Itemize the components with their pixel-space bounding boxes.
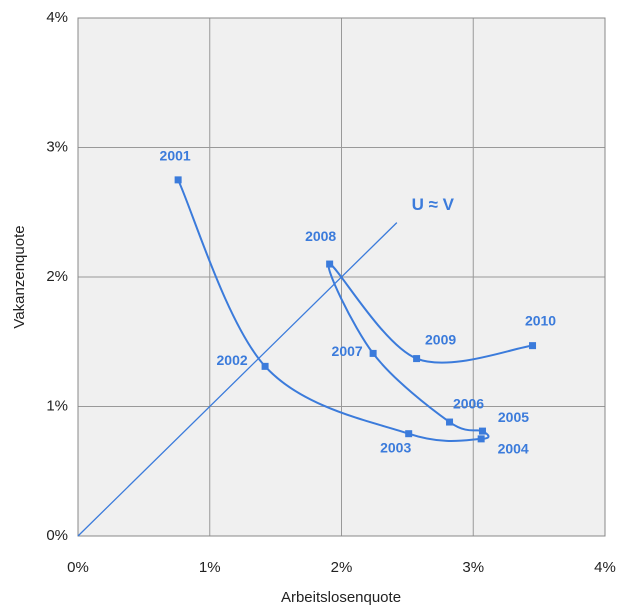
point-marker bbox=[405, 430, 413, 438]
point-label: 2005 bbox=[498, 409, 529, 425]
point-marker bbox=[477, 435, 485, 443]
point-label: 2004 bbox=[498, 441, 529, 457]
point-label: 2006 bbox=[453, 396, 484, 412]
point-label: 2002 bbox=[217, 352, 248, 368]
y-tick-label: 1% bbox=[46, 397, 68, 414]
point-label: 2001 bbox=[160, 148, 191, 164]
reference-label: U ≈ V bbox=[412, 195, 455, 214]
reference-line bbox=[77, 222, 398, 537]
point-label: 2007 bbox=[332, 343, 363, 359]
point-marker bbox=[326, 260, 334, 268]
x-tick-label: 3% bbox=[462, 559, 484, 576]
point-label: 2010 bbox=[525, 312, 556, 328]
y-axis-title: Vakanzenquote bbox=[11, 225, 28, 328]
point-marker bbox=[369, 349, 377, 357]
point-marker bbox=[174, 176, 182, 184]
x-tick-label: 1% bbox=[199, 559, 221, 576]
point-marker bbox=[478, 427, 486, 435]
y-tick-label: 2% bbox=[46, 268, 68, 285]
x-axis-title: Arbeitslosenquote bbox=[281, 589, 401, 606]
x-tick-label: 4% bbox=[594, 559, 616, 576]
x-tick-label: 2% bbox=[331, 559, 353, 576]
point-marker bbox=[446, 418, 454, 426]
point-marker bbox=[529, 342, 537, 350]
point-label: 2009 bbox=[425, 331, 456, 347]
plot-border bbox=[77, 17, 606, 537]
y-tick-label: 3% bbox=[46, 138, 68, 155]
series-line bbox=[177, 179, 533, 442]
y-tick-label: 0% bbox=[46, 527, 68, 544]
x-tick-label: 0% bbox=[67, 559, 89, 576]
point-label: 2003 bbox=[380, 439, 411, 455]
point-marker bbox=[261, 362, 269, 370]
point-label: 2008 bbox=[305, 228, 336, 244]
y-tick-label: 4% bbox=[46, 9, 68, 26]
point-marker bbox=[413, 355, 421, 363]
